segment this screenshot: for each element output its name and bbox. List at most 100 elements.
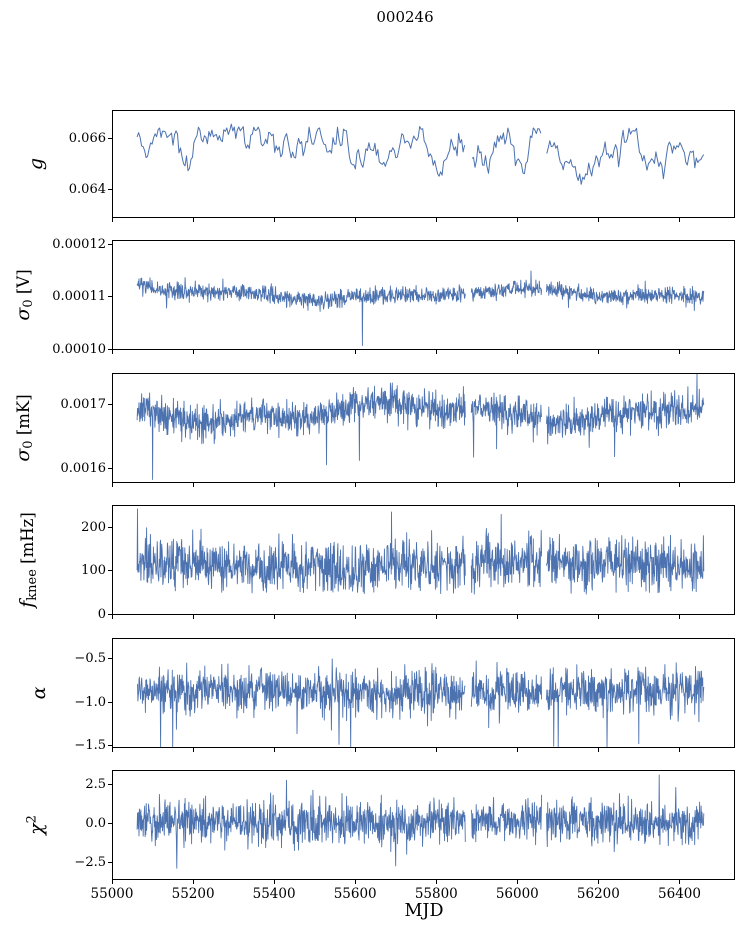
x-tick — [597, 483, 599, 487]
y-tick-label: 200 — [81, 520, 106, 535]
x-tick — [354, 880, 356, 884]
x-tick — [679, 880, 680, 884]
y-axis-label-sym: χ — [25, 823, 48, 835]
y-axis-label-unit: [mHz] — [18, 512, 37, 570]
x-tick — [516, 615, 518, 619]
x-tick — [354, 615, 356, 619]
x-tick — [111, 748, 113, 752]
x-tick — [354, 748, 356, 752]
panel-chi2 — [112, 770, 735, 880]
y-tick — [108, 189, 112, 191]
y-tick — [108, 822, 112, 824]
y-tick-label: 0.00010 — [52, 342, 106, 357]
x-tick — [597, 748, 599, 752]
x-tick — [111, 880, 113, 884]
panel-alpha — [112, 638, 735, 748]
y-tick — [108, 527, 112, 528]
y-axis-label-sym: g — [25, 157, 47, 171]
y-tick-label: 0.0017 — [60, 396, 107, 412]
y-tick-label: 0.064 — [68, 182, 106, 198]
y-tick — [108, 658, 112, 660]
x-tick — [192, 880, 194, 884]
x-tick — [679, 218, 680, 222]
x-tick — [111, 483, 113, 487]
x-tick — [435, 218, 437, 222]
series-line-fknee — [136, 508, 705, 595]
x-tick — [435, 350, 437, 354]
x-tick — [679, 483, 680, 487]
series-line-g — [136, 123, 705, 185]
y-tick-label: 2.5 — [85, 776, 106, 792]
panel-sigma0_V — [112, 240, 735, 350]
x-tick — [516, 880, 518, 884]
x-tick-label: 56400 — [658, 886, 701, 902]
x-tick — [111, 615, 113, 619]
x-tick — [273, 880, 275, 884]
x-tick — [435, 615, 437, 619]
y-axis-label-sub: knee — [25, 569, 40, 601]
plot-area-sigma0_V — [136, 270, 705, 346]
x-tick — [192, 748, 194, 752]
y-tick — [108, 296, 112, 298]
y-tick-label: 0.00012 — [52, 236, 106, 252]
x-tick — [354, 218, 356, 222]
x-tick — [192, 615, 194, 619]
x-tick — [111, 218, 113, 222]
x-tick-label: 56000 — [495, 886, 539, 902]
plot-area-g — [136, 123, 705, 185]
x-tick — [516, 748, 518, 752]
x-tick — [192, 350, 194, 354]
y-tick-label: 0.0 — [85, 815, 106, 831]
x-tick — [516, 350, 518, 354]
series-line-chi2 — [136, 774, 705, 869]
plot-area-fknee — [136, 508, 705, 595]
x-tick — [679, 350, 680, 354]
y-tick — [108, 137, 112, 139]
x-tick — [516, 483, 518, 487]
x-tick — [354, 483, 356, 487]
y-axis-label-chi2: χ2 — [25, 815, 48, 835]
y-tick — [108, 468, 112, 470]
x-tick-label: 55800 — [414, 886, 458, 902]
y-axis-label-g: g — [25, 158, 47, 170]
x-tick — [516, 218, 518, 222]
x-tick — [597, 880, 599, 884]
y-tick-label: 0 — [97, 606, 106, 622]
x-tick — [273, 218, 275, 222]
y-axis-label-sym: α — [28, 686, 50, 700]
x-tick — [273, 748, 275, 752]
x-tick — [597, 350, 599, 354]
y-axis-label-unit: [V] — [14, 269, 33, 300]
y-tick — [108, 613, 112, 615]
panel-sigma0_mK — [112, 373, 735, 483]
y-tick — [108, 570, 112, 572]
y-tick — [108, 403, 112, 405]
x-tick-label: 56200 — [576, 886, 620, 902]
y-tick — [108, 349, 112, 350]
x-tick — [273, 350, 275, 354]
y-tick-label: −2.5 — [74, 855, 106, 871]
x-tick — [679, 748, 680, 752]
x-tick — [192, 483, 194, 487]
plot-area-sigma0_mK — [136, 374, 705, 480]
y-axis-label-alpha: α — [28, 687, 50, 700]
x-tick — [597, 615, 599, 619]
panel-g — [112, 110, 735, 218]
y-axis-label-sub: 0 — [21, 299, 36, 308]
y-tick — [108, 744, 112, 746]
y-axis-label-sup: 2 — [24, 815, 40, 824]
y-tick — [108, 701, 112, 703]
y-axis-label-unit: [mK] — [14, 394, 33, 441]
y-tick — [108, 862, 112, 864]
y-axis-label-sub: 0 — [21, 440, 36, 449]
y-axis-label-sym: f — [16, 600, 38, 608]
x-axis-label: MJD — [404, 901, 444, 921]
y-axis-label-sigma0_V: σ0 [V] — [12, 269, 36, 320]
series-line-sigma0_V — [136, 270, 705, 346]
x-tick — [435, 880, 437, 884]
y-axis-label-sym: σ — [12, 448, 34, 462]
series-line-sigma0_mK — [136, 374, 705, 480]
y-axis-label-sym: σ — [12, 307, 34, 321]
plot-area-alpha — [136, 658, 705, 747]
